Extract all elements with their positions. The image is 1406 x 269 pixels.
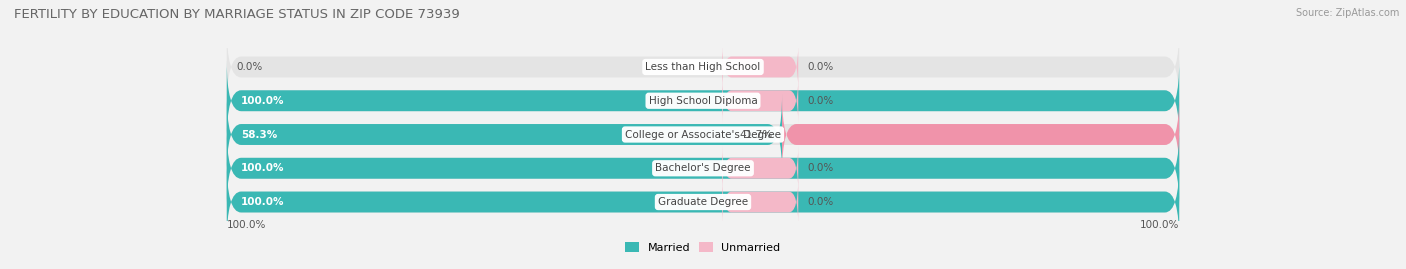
Text: 0.0%: 0.0% [808, 96, 834, 106]
Text: 100.0%: 100.0% [240, 197, 284, 207]
Text: 100.0%: 100.0% [1140, 220, 1180, 229]
FancyBboxPatch shape [226, 128, 1180, 208]
Text: 100.0%: 100.0% [240, 163, 284, 173]
Text: 0.0%: 0.0% [808, 62, 834, 72]
Text: College or Associate's Degree: College or Associate's Degree [626, 129, 780, 140]
Legend: Married, Unmarried: Married, Unmarried [626, 242, 780, 253]
FancyBboxPatch shape [723, 179, 799, 225]
FancyBboxPatch shape [226, 61, 1180, 141]
FancyBboxPatch shape [226, 61, 1180, 141]
Text: 0.0%: 0.0% [808, 197, 834, 207]
Text: 41.7%: 41.7% [740, 129, 772, 140]
Text: Graduate Degree: Graduate Degree [658, 197, 748, 207]
FancyBboxPatch shape [226, 162, 1180, 242]
FancyBboxPatch shape [226, 94, 782, 175]
FancyBboxPatch shape [723, 145, 799, 192]
Text: Source: ZipAtlas.com: Source: ZipAtlas.com [1295, 8, 1399, 18]
FancyBboxPatch shape [723, 44, 799, 90]
Text: Less than High School: Less than High School [645, 62, 761, 72]
Text: 58.3%: 58.3% [240, 129, 277, 140]
Text: 100.0%: 100.0% [226, 220, 266, 229]
FancyBboxPatch shape [226, 162, 1180, 242]
Text: High School Diploma: High School Diploma [648, 96, 758, 106]
Text: 100.0%: 100.0% [240, 96, 284, 106]
Text: Bachelor's Degree: Bachelor's Degree [655, 163, 751, 173]
FancyBboxPatch shape [226, 128, 1180, 208]
Text: 0.0%: 0.0% [808, 163, 834, 173]
FancyBboxPatch shape [226, 94, 1180, 175]
FancyBboxPatch shape [723, 77, 799, 124]
Text: FERTILITY BY EDUCATION BY MARRIAGE STATUS IN ZIP CODE 73939: FERTILITY BY EDUCATION BY MARRIAGE STATU… [14, 8, 460, 21]
FancyBboxPatch shape [226, 27, 1180, 107]
Text: 0.0%: 0.0% [236, 62, 263, 72]
FancyBboxPatch shape [782, 94, 1180, 175]
